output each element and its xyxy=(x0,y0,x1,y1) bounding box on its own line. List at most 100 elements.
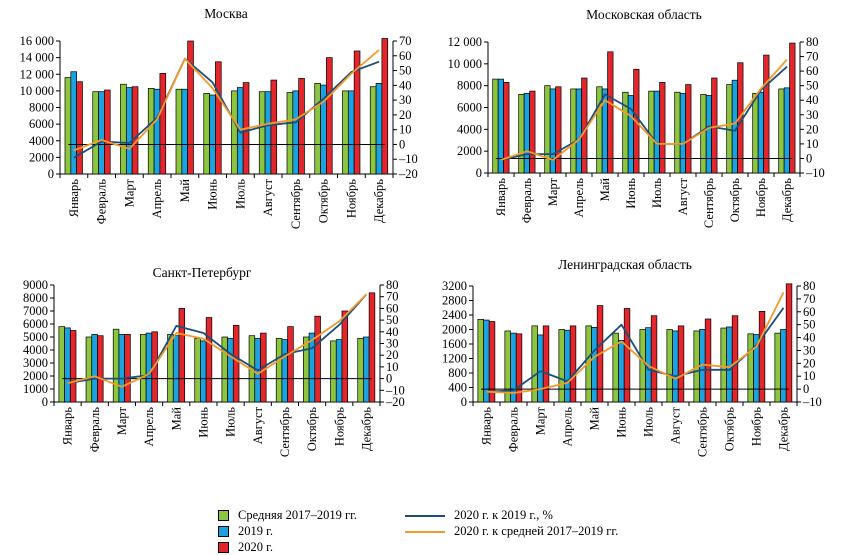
chart3-x-tick-label: Июнь xyxy=(196,407,210,438)
chart1-x-tick-label: Январь xyxy=(67,179,81,218)
chart4-right-tick-label: 80 xyxy=(803,279,816,293)
chart4-right-tick-label: 60 xyxy=(803,305,816,319)
chart4-left-tick-label: 0 xyxy=(461,395,467,409)
chart2-left-tick-label: 10 000 xyxy=(448,57,482,71)
chart2-line-vsavg xyxy=(500,58,788,161)
chart2-title: Московская область xyxy=(586,7,702,22)
chart1-bar-2020 xyxy=(215,61,222,175)
chart3-bar-2019 xyxy=(145,332,153,403)
chart3-bar-2020 xyxy=(314,315,321,403)
chart1-bar-2019 xyxy=(98,91,105,175)
chart3-left-tick-label: 7000 xyxy=(23,304,48,318)
chart3-left-tick-label: 5000 xyxy=(23,330,48,344)
chart4-left-tick-label: 2800 xyxy=(442,294,467,308)
chart4-bar-2020 xyxy=(623,308,631,403)
chart3-left-tick-label: 2000 xyxy=(23,369,48,383)
chart3-left-tick-label: 6000 xyxy=(23,317,48,331)
chart2-bar-avg xyxy=(648,90,655,174)
chart4-bar-avg xyxy=(774,332,781,403)
chart3-left-tick-label: 0 xyxy=(42,395,48,409)
chart2-bar-2019 xyxy=(575,88,582,174)
chart2-bar-2019 xyxy=(705,95,712,174)
chart1-bar-avg xyxy=(120,83,127,175)
chart4-left-tick-label: 800 xyxy=(448,366,467,380)
chart2-bar-2020 xyxy=(555,86,562,174)
chart1-bar-2019 xyxy=(264,91,272,175)
chart1-x-tick-label: Ноябрь xyxy=(344,179,358,218)
chart1-bar-2019 xyxy=(375,83,383,175)
chart2-right-tick-label: 30 xyxy=(806,108,819,122)
chart3-bar-2020 xyxy=(178,308,186,403)
chart2-bar-2019 xyxy=(653,90,660,174)
chart4-left-tick-label: 3200 xyxy=(442,279,467,293)
chart1-x-tick-label: Декабрь xyxy=(372,179,386,223)
chart1-bar-avg xyxy=(286,92,294,175)
chart4-left-tick-label: 1200 xyxy=(442,352,467,366)
chart3-right-tick-label: 60 xyxy=(386,301,399,315)
chart4-right-tick-label: 50 xyxy=(803,318,816,332)
chart4-bar-avg xyxy=(666,329,673,403)
chart1-bar-avg xyxy=(258,91,266,175)
chart1-right-tick-label: –10 xyxy=(398,152,418,166)
chart3-x-tick-label: Ноябрь xyxy=(332,407,346,446)
chart4-title: Ленинградская область xyxy=(558,257,692,272)
chart1-title: Москва xyxy=(204,6,248,21)
chart4-x-tick-label: Декабрь xyxy=(777,407,791,451)
chart1-bar-2019 xyxy=(125,87,133,175)
chart2-right-tick-label: 50 xyxy=(806,79,819,93)
chart2-bar-avg xyxy=(674,91,681,174)
chart4-left-tick-label: 1600 xyxy=(442,337,467,351)
chart3-right-tick-label: 50 xyxy=(386,313,399,327)
chart2-left-tick-label: 0 xyxy=(476,166,482,180)
chart4-x-tick-label: Август xyxy=(669,406,683,444)
chart4-bar-2019 xyxy=(537,334,544,403)
chart2-x-tick-label: Апрель xyxy=(572,178,586,218)
chart2-bar-2020 xyxy=(763,54,770,174)
chart4-bar-2020 xyxy=(569,325,577,403)
chart4-x-tick-label: Февраль xyxy=(507,407,521,452)
chart1-x-tick-label: Март xyxy=(122,178,136,207)
chart3-bar-avg xyxy=(112,328,120,403)
legend-swatch-2019 xyxy=(218,526,229,537)
chart2-left-tick-label: 8000 xyxy=(457,79,482,93)
legend-label-vs2019: 2020 г. к 2019 г., % xyxy=(454,508,553,522)
chart4-x-tick-label: Июль xyxy=(642,407,656,437)
chart4-right-tick-label: –10 xyxy=(802,395,822,409)
chart1-bar-avg xyxy=(64,77,72,175)
chart3-x-tick-label: Июль xyxy=(224,407,238,437)
chart4-x-tick-label: Октябрь xyxy=(723,407,737,452)
chart2-right-tick-label: 60 xyxy=(806,64,819,78)
chart2-bar-avg xyxy=(778,88,785,174)
chart1-bar-2020 xyxy=(326,57,333,175)
chart3-x-tick-label: Февраль xyxy=(88,407,102,452)
chart4-right-tick-label: 70 xyxy=(803,292,816,306)
chart3-x-tick-label: Октябрь xyxy=(305,407,319,452)
chart3-right-tick-label: 80 xyxy=(386,278,399,292)
chart3-bar-2019 xyxy=(227,337,234,403)
chart3-bar-avg xyxy=(194,337,201,403)
chart3-bar-avg xyxy=(357,337,364,403)
chart1-bar-2020 xyxy=(187,40,194,175)
legend-label-avg: Средняя 2017–2019 гг. xyxy=(238,508,357,522)
chart4-left-tick-label: 400 xyxy=(448,381,467,395)
legend-line-vsavg xyxy=(405,530,445,533)
chart3-left-tick-label: 4000 xyxy=(23,343,48,357)
legend-item-avg: Средняя 2017–2019 гг. xyxy=(218,508,357,523)
chart1-right-tick-label: 0 xyxy=(399,137,405,151)
chart1-left-tick-label: 10 000 xyxy=(20,84,54,98)
chart2-x-tick-label: Октябрь xyxy=(728,178,742,223)
chart2-bar-avg xyxy=(570,88,577,174)
chart4-bar-2019 xyxy=(618,340,625,403)
chart2-x-tick-label: Июль xyxy=(650,178,664,208)
chart3-bar-2020 xyxy=(341,310,349,403)
chart4-bar-2020 xyxy=(542,325,550,403)
chart3-right-tick-label: –20 xyxy=(385,395,405,409)
chart3-right-tick-label: 40 xyxy=(386,325,399,339)
chart1-bar-2020 xyxy=(353,50,361,175)
chart3-bar-2020 xyxy=(69,330,77,403)
chart4-x-tick-label: Апрель xyxy=(561,407,575,447)
chart3-bar-2020 xyxy=(97,335,104,403)
chart2-left-tick-label: 6000 xyxy=(457,101,482,115)
chart1-right-tick-label: 30 xyxy=(399,93,412,107)
chart3-x-tick-label: Апрель xyxy=(142,407,156,447)
